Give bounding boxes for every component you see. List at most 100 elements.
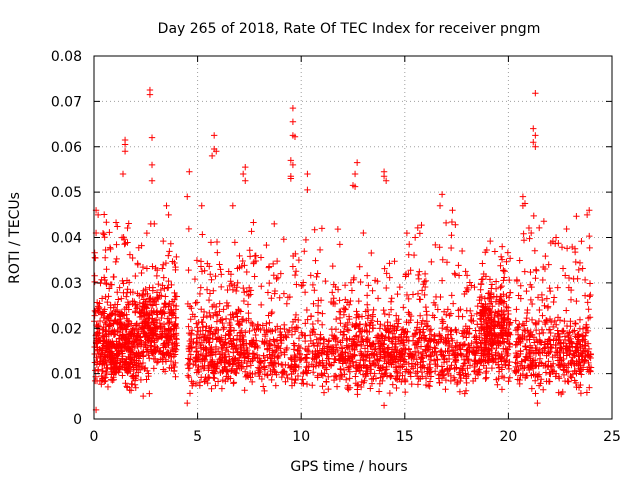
data-point <box>260 363 268 370</box>
data-point <box>171 296 178 303</box>
data-point <box>167 357 175 365</box>
data-point <box>106 244 114 251</box>
data-point <box>165 211 172 219</box>
data-point <box>400 304 407 311</box>
data-point <box>109 338 116 345</box>
data-point <box>161 285 168 292</box>
data-point <box>554 284 561 291</box>
data-point <box>185 365 192 372</box>
data-point <box>106 229 113 236</box>
data-point <box>185 266 192 274</box>
data-point <box>154 295 162 303</box>
data-point <box>313 273 320 281</box>
data-point <box>91 272 98 279</box>
data-point <box>154 344 161 352</box>
y-tick-label: 0.05 <box>51 185 82 201</box>
data-point <box>198 268 206 275</box>
data-point <box>488 364 496 372</box>
data-point <box>103 219 110 226</box>
data-point <box>172 359 179 367</box>
y-tick-label: 0.02 <box>51 321 82 337</box>
data-point <box>132 301 139 308</box>
data-point <box>132 272 139 280</box>
data-point <box>301 337 309 345</box>
data-point <box>186 168 193 175</box>
data-point <box>125 343 132 351</box>
data-point <box>497 262 504 269</box>
data-point <box>152 331 160 338</box>
data-point <box>153 301 160 308</box>
data-point <box>314 309 322 316</box>
data-point <box>103 266 110 273</box>
y-tick-label: 0.03 <box>51 276 82 292</box>
data-point <box>119 353 126 360</box>
data-point <box>128 320 135 327</box>
data-point <box>131 298 138 305</box>
data-point <box>586 244 593 252</box>
data-point <box>478 276 485 283</box>
data-point <box>129 297 136 305</box>
data-point <box>157 308 165 315</box>
data-point <box>242 329 249 336</box>
data-point <box>380 402 388 409</box>
data-point <box>185 225 193 233</box>
data-point <box>292 268 300 275</box>
data-point <box>442 219 450 227</box>
data-point <box>98 295 106 302</box>
data-point <box>240 342 248 349</box>
data-point <box>521 268 528 275</box>
data-point <box>113 255 120 263</box>
data-point <box>99 351 107 359</box>
data-point <box>217 266 224 273</box>
data-point <box>570 275 577 283</box>
chart-title: Day 265 of 2018, Rate Of TEC Index for r… <box>158 21 541 37</box>
data-point <box>108 371 115 378</box>
data-point <box>160 366 167 373</box>
data-point <box>188 327 196 334</box>
data-point <box>581 276 589 284</box>
data-point <box>169 258 176 265</box>
data-point <box>164 320 172 327</box>
data-point <box>193 353 200 361</box>
data-point <box>288 331 296 338</box>
data-point <box>99 376 106 384</box>
data-point <box>368 380 376 387</box>
y-tick-label: 0.06 <box>51 140 82 156</box>
data-point <box>512 359 519 366</box>
data-point <box>118 234 126 241</box>
data-point <box>96 317 104 325</box>
data-point <box>306 332 314 339</box>
data-point <box>147 220 154 228</box>
data-point <box>402 388 409 396</box>
data-point <box>137 376 145 384</box>
data-point <box>209 362 217 369</box>
data-point <box>299 376 306 383</box>
data-point <box>314 270 321 277</box>
data-point <box>324 355 332 362</box>
data-point <box>307 312 315 320</box>
data-point <box>586 280 594 287</box>
data-point <box>139 318 147 326</box>
data-point <box>211 375 218 382</box>
data-point <box>173 253 180 261</box>
data-point <box>209 358 216 365</box>
data-point <box>497 253 505 260</box>
data-point <box>472 327 479 334</box>
data-point <box>266 279 273 287</box>
data-point <box>237 341 244 349</box>
data-point <box>513 306 520 313</box>
data-point <box>189 311 196 318</box>
data-point <box>467 307 474 315</box>
data-point <box>304 170 311 178</box>
x-tick-label: 20 <box>499 429 517 445</box>
data-point <box>370 306 377 314</box>
data-point <box>225 330 233 338</box>
data-point <box>393 384 400 392</box>
data-point <box>516 257 523 264</box>
data-point <box>138 292 146 300</box>
data-point <box>436 202 444 209</box>
data-point <box>101 254 109 261</box>
data-point <box>141 320 148 327</box>
data-point <box>513 276 521 284</box>
data-point <box>243 268 250 276</box>
